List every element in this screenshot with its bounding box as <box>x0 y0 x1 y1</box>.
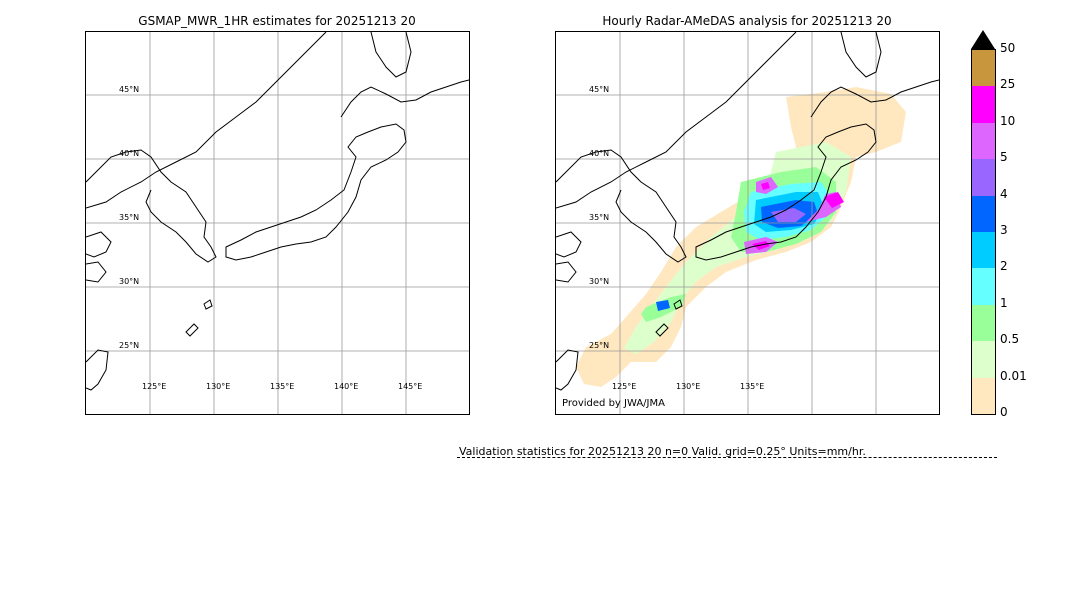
colorbar-segment <box>972 268 995 306</box>
stats-underline <box>457 457 997 458</box>
left-map: 45°N 40°N 35°N 30°N 25°N 125°E 130°E 135… <box>85 31 470 415</box>
left-lat-35: 35°N <box>119 213 140 222</box>
right-coastline <box>556 32 939 391</box>
right-map-title: Hourly Radar-AMeDAS analysis for 2025121… <box>602 14 892 28</box>
right-lon-125: 125°E <box>612 382 637 391</box>
colorbar-tick-label: 25 <box>1000 77 1016 92</box>
colorbar-tick-label: 3 <box>1000 223 1008 237</box>
colorbar-segment <box>972 159 995 197</box>
right-graticule <box>556 32 939 414</box>
colorbar-tick-label: 2 <box>1000 259 1008 274</box>
colorbar <box>971 49 996 415</box>
precip-field <box>576 87 906 387</box>
right-lon-130: 130°E <box>676 382 701 391</box>
left-map-title: GSMAP_MWR_1HR estimates for 20251213 20 <box>138 14 416 28</box>
left-graticule <box>86 32 469 414</box>
right-lat-45: 45°N <box>589 85 610 94</box>
colorbar-tick-label: 1 <box>1000 295 1008 310</box>
right-lat-30: 30°N <box>589 277 610 286</box>
colorbar-segment <box>972 232 995 269</box>
left-coastline <box>86 32 469 391</box>
left-lat-45: 45°N <box>119 85 140 94</box>
colorbar-tick-label: 5 <box>1000 150 1008 165</box>
left-lon-135: 135°E <box>270 382 295 391</box>
colorbar-segment <box>972 86 995 124</box>
right-lat-25: 25°N <box>589 341 610 350</box>
left-lat-30: 30°N <box>119 277 140 286</box>
colorbar-tick-label: 0.5 <box>1000 332 1020 347</box>
left-lat-25: 25°N <box>119 341 140 350</box>
colorbar-segment <box>972 341 995 379</box>
right-lat-40: 40°N <box>589 149 610 158</box>
colorbar-segment <box>972 377 995 415</box>
left-map-canvas <box>86 32 469 414</box>
colorbar-segment <box>972 195 995 233</box>
colorbar-tick-label: 50 <box>1000 41 1016 55</box>
left-lat-40: 40°N <box>119 149 140 158</box>
right-map-canvas <box>556 32 939 414</box>
colorbar-tick-label: 0.01 <box>1000 368 1027 383</box>
colorbar-segment <box>972 122 995 160</box>
colorbar-tick-label: 0 <box>1000 405 1008 419</box>
data-credit: Provided by JWA/JMA <box>562 398 665 409</box>
right-lat-35: 35°N <box>589 213 610 222</box>
colorbar-tick-label: 4 <box>1000 186 1008 201</box>
colorbar-segment <box>972 304 995 342</box>
left-lon-130: 130°E <box>206 382 231 391</box>
validation-stats: Validation statistics for 20251213 20 n=… <box>459 445 866 458</box>
left-lon-140: 140°E <box>334 382 359 391</box>
right-lon-135: 135°E <box>740 382 765 391</box>
colorbar-segment <box>972 50 995 87</box>
right-map: 45°N 40°N 35°N 30°N 25°N 125°E 130°E 135… <box>555 31 940 415</box>
left-lon-145: 145°E <box>398 382 423 391</box>
colorbar-extend-arrow <box>971 30 995 49</box>
left-lon-125: 125°E <box>142 382 167 391</box>
colorbar-tick-label: 10 <box>1000 113 1016 128</box>
